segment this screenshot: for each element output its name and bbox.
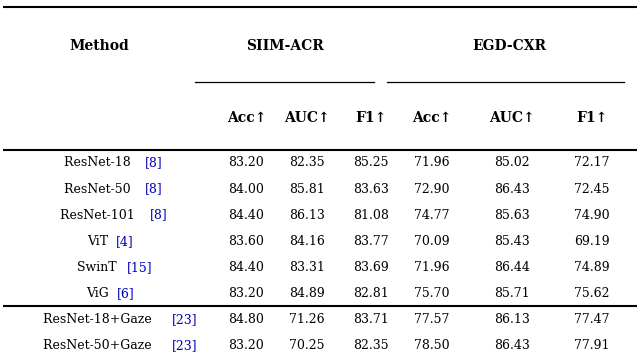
Text: AUC↑: AUC↑	[284, 111, 330, 125]
Text: 85.43: 85.43	[494, 235, 530, 248]
Text: F1↑: F1↑	[577, 111, 607, 125]
Text: 86.43: 86.43	[494, 182, 530, 196]
Text: ResNet-50: ResNet-50	[64, 182, 134, 196]
Text: 84.89: 84.89	[289, 287, 325, 300]
Text: 83.31: 83.31	[289, 261, 325, 274]
Text: 75.70: 75.70	[414, 287, 450, 300]
Text: 86.13: 86.13	[494, 313, 530, 326]
Text: SIIM-ACR: SIIM-ACR	[246, 39, 324, 54]
Text: [6]: [6]	[116, 287, 134, 300]
Text: 83.60: 83.60	[228, 235, 264, 248]
Text: 84.00: 84.00	[228, 182, 264, 196]
Text: 77.47: 77.47	[574, 313, 610, 326]
Text: 74.77: 74.77	[414, 208, 450, 222]
Text: 83.20: 83.20	[228, 156, 264, 170]
Text: ResNet-101: ResNet-101	[60, 208, 139, 222]
Text: 69.19: 69.19	[574, 235, 610, 248]
Text: 83.71: 83.71	[353, 313, 389, 326]
Text: [8]: [8]	[150, 208, 168, 222]
Text: 83.69: 83.69	[353, 261, 389, 274]
Text: F1↑: F1↑	[356, 111, 387, 125]
Text: ViG: ViG	[86, 287, 113, 300]
Text: 82.81: 82.81	[353, 287, 389, 300]
Text: 72.17: 72.17	[574, 156, 610, 170]
Text: 82.35: 82.35	[289, 156, 325, 170]
Text: 77.91: 77.91	[574, 339, 610, 352]
Text: 72.90: 72.90	[414, 182, 450, 196]
Text: 85.02: 85.02	[494, 156, 530, 170]
Text: [23]: [23]	[172, 339, 198, 352]
Text: 84.40: 84.40	[228, 261, 264, 274]
Text: SwinT: SwinT	[77, 261, 121, 274]
Text: 85.71: 85.71	[494, 287, 530, 300]
Text: 78.50: 78.50	[414, 339, 450, 352]
Text: 71.96: 71.96	[414, 261, 450, 274]
Text: [4]: [4]	[115, 235, 133, 248]
Text: 77.57: 77.57	[414, 313, 450, 326]
Text: Acc↑: Acc↑	[227, 111, 266, 125]
Text: 86.43: 86.43	[494, 339, 530, 352]
Text: 85.63: 85.63	[494, 208, 530, 222]
Text: 84.16: 84.16	[289, 235, 325, 248]
Text: 74.89: 74.89	[574, 261, 610, 274]
Text: Acc↑: Acc↑	[412, 111, 452, 125]
Text: [15]: [15]	[127, 261, 153, 274]
Text: 83.20: 83.20	[228, 339, 264, 352]
Text: 83.63: 83.63	[353, 182, 389, 196]
Text: Method: Method	[69, 39, 129, 54]
Text: AUC↑: AUC↑	[489, 111, 535, 125]
Text: 84.40: 84.40	[228, 208, 264, 222]
Text: [8]: [8]	[145, 182, 163, 196]
Text: 84.80: 84.80	[228, 313, 264, 326]
Text: 71.96: 71.96	[414, 156, 450, 170]
Text: 81.08: 81.08	[353, 208, 389, 222]
Text: 86.13: 86.13	[289, 208, 325, 222]
Text: 72.45: 72.45	[574, 182, 610, 196]
Text: ViT: ViT	[86, 235, 112, 248]
Text: [23]: [23]	[172, 313, 198, 326]
Text: 71.26: 71.26	[289, 313, 325, 326]
Text: 82.35: 82.35	[353, 339, 389, 352]
Text: 86.44: 86.44	[494, 261, 530, 274]
Text: ResNet-18: ResNet-18	[64, 156, 134, 170]
Text: 75.62: 75.62	[574, 287, 610, 300]
Text: 83.77: 83.77	[353, 235, 389, 248]
Text: 85.81: 85.81	[289, 182, 325, 196]
Text: 83.20: 83.20	[228, 287, 264, 300]
Text: EGD-CXR: EGD-CXR	[472, 39, 546, 54]
Text: ResNet-18+Gaze: ResNet-18+Gaze	[43, 313, 156, 326]
Text: 70.25: 70.25	[289, 339, 325, 352]
Text: [8]: [8]	[145, 156, 163, 170]
Text: 85.25: 85.25	[353, 156, 389, 170]
Text: 74.90: 74.90	[574, 208, 610, 222]
Text: ResNet-50+Gaze: ResNet-50+Gaze	[43, 339, 156, 352]
Text: 70.09: 70.09	[414, 235, 450, 248]
